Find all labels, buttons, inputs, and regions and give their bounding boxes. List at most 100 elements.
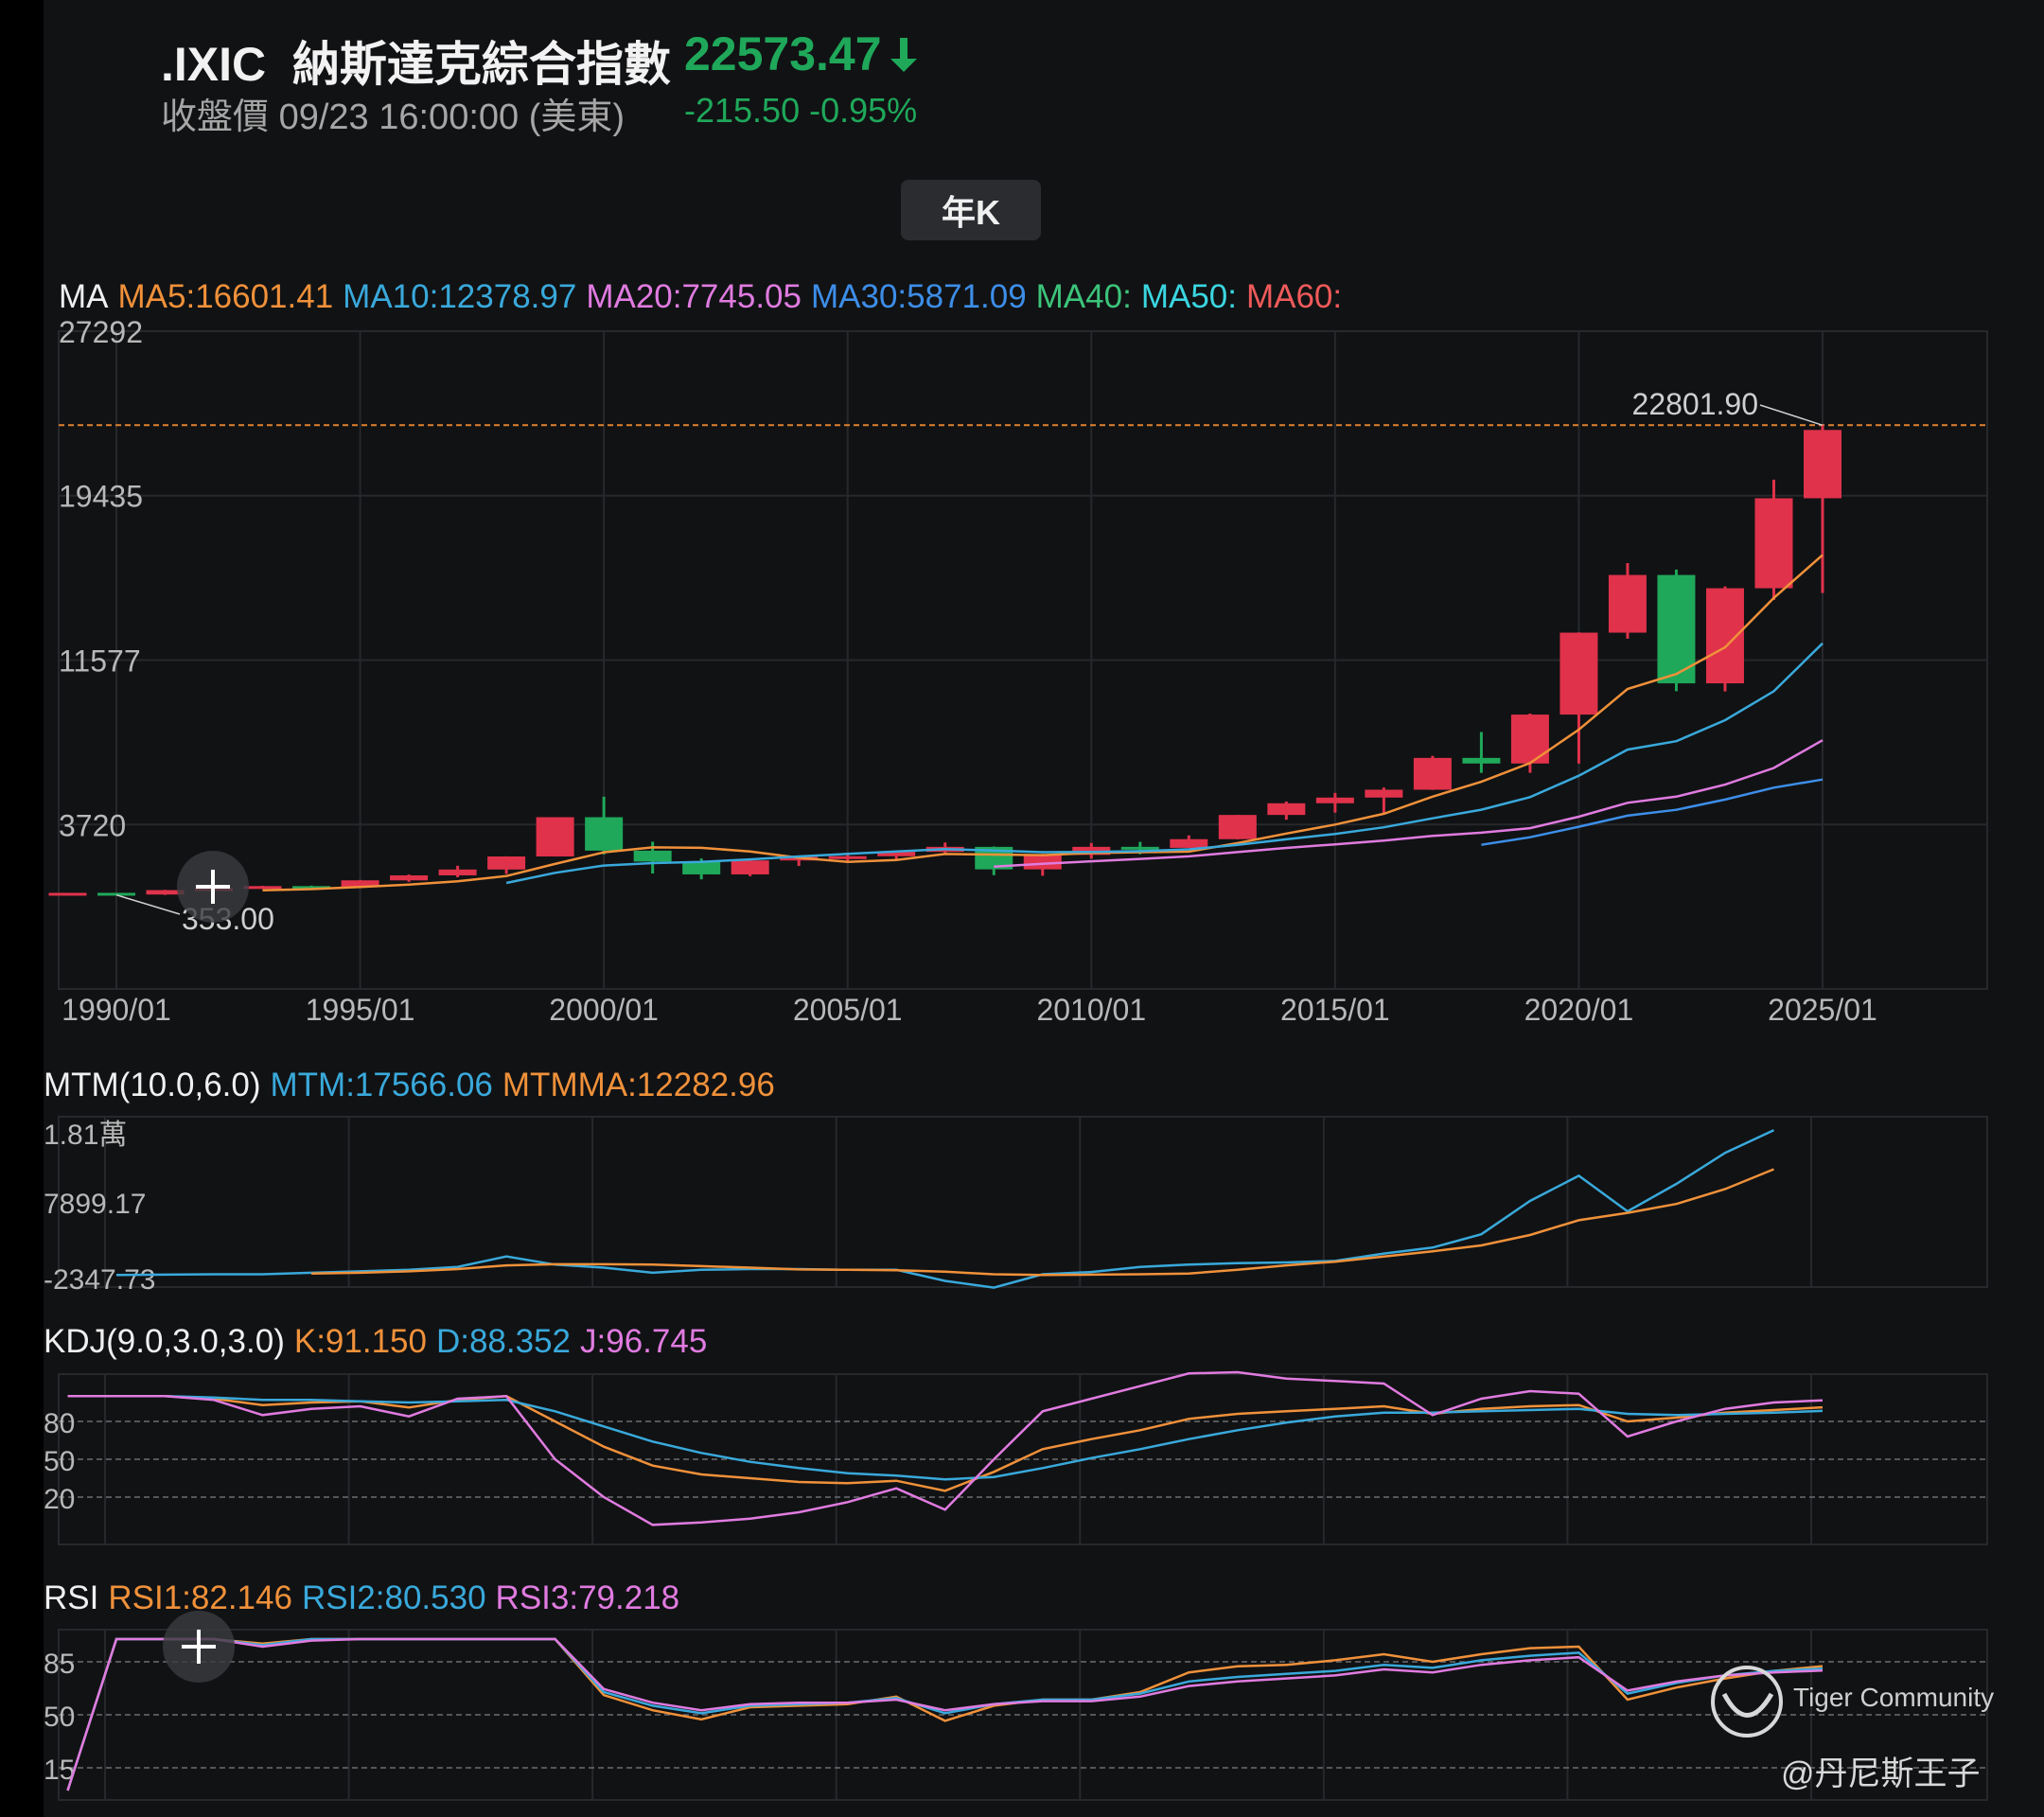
candle-body xyxy=(585,817,624,851)
kdj-legend-title: KDJ(9.0,3.0,3.0) xyxy=(44,1323,285,1360)
close-time: 收盤價 09/23 16:00:00 (美東) xyxy=(161,87,625,139)
watermark-brand: Tiger Community xyxy=(1793,1683,1995,1712)
y-tick-label: 11577 xyxy=(59,644,141,679)
x-tick-label: 2000/01 xyxy=(549,993,659,1027)
index-name: 納斯達克綜合指數 xyxy=(291,38,671,91)
candle-body xyxy=(1315,797,1354,803)
tiger-logo-icon-mark xyxy=(1721,1692,1774,1718)
mtm-label: MTM:17566.06 xyxy=(270,1067,493,1103)
ma5-label: MA5:16601.41 xyxy=(117,278,334,315)
crosshair-icon-mark xyxy=(196,870,230,904)
candle-body xyxy=(1023,855,1062,870)
price-change: -215.50 -0.95% xyxy=(684,91,917,131)
x-tick-label: 2010/01 xyxy=(1036,993,1146,1027)
ma30-label: MA30:5871.09 xyxy=(810,278,1027,315)
candle-body xyxy=(48,892,87,896)
candle-body xyxy=(1218,815,1257,839)
candle-body xyxy=(1754,498,1793,589)
candle-body xyxy=(975,846,1013,870)
indicator-y-tick-label: 1.81萬 xyxy=(44,1120,127,1151)
low-marker-leader xyxy=(115,893,181,915)
candle-body xyxy=(487,856,526,870)
high-marker-leader xyxy=(1759,404,1824,427)
rsi3-label: RSI3:79.218 xyxy=(495,1579,680,1616)
candle-body xyxy=(1657,574,1696,684)
ma30-line xyxy=(1481,778,1824,846)
x-tick-label: 1990/01 xyxy=(62,993,171,1027)
ma10-label: MA10:12378.97 xyxy=(343,278,577,315)
candle-body xyxy=(438,869,477,875)
ma10-line xyxy=(505,642,1824,885)
mtm-legend[interactable]: MTM(10.0,6.0) MTM:17566.06 MTMMA:12282.96 xyxy=(44,1067,784,1104)
candle-body xyxy=(1267,803,1306,816)
tiger-logo-icon xyxy=(1711,1666,1783,1738)
y-tick-label: 3720 xyxy=(59,808,126,842)
indicator-line-mtm xyxy=(115,1129,1775,1289)
period-yearly-button[interactable]: 年K xyxy=(901,180,1041,240)
candle-body xyxy=(1365,789,1403,798)
change-percent: -0.95% xyxy=(809,91,918,130)
candle-body xyxy=(292,886,331,890)
x-tick-label: 2005/01 xyxy=(793,993,903,1027)
high-marker-label: 22801.90 xyxy=(1632,387,1758,421)
y-tick-label: 19435 xyxy=(59,480,143,514)
indicator-y-tick-label: 50 xyxy=(44,1702,75,1733)
change-value: -215.50 xyxy=(684,91,801,130)
x-tick-label: 1995/01 xyxy=(306,993,415,1027)
candle-body xyxy=(1413,757,1452,790)
indicator-y-tick-label: -2347.73 xyxy=(44,1264,155,1296)
last-price-value: 22573.47 xyxy=(684,27,882,80)
status-label: 收盤價 xyxy=(161,97,270,137)
candle-body xyxy=(1510,714,1549,764)
indicator-line-rsi3 xyxy=(66,1637,1824,1791)
kdj-k-label: K:91.150 xyxy=(293,1323,427,1360)
rsi-legend-title: RSI xyxy=(44,1579,99,1616)
y-tick-label: 27292 xyxy=(59,315,143,349)
candle-body xyxy=(1608,574,1647,633)
timezone-label: (美東) xyxy=(528,97,626,137)
candle-body xyxy=(1170,838,1208,848)
indicator-line-j xyxy=(67,1370,1824,1526)
x-tick-label: 2015/01 xyxy=(1280,993,1390,1027)
mtm-panel-frame xyxy=(58,1116,1988,1288)
ma40-label: MA40: xyxy=(1035,278,1132,315)
candle-body xyxy=(1120,846,1159,850)
kdj-j-label: J:96.745 xyxy=(580,1323,708,1360)
ma50-label: MA50: xyxy=(1140,278,1237,315)
indicator-line-mtmma xyxy=(311,1168,1774,1277)
candle-body xyxy=(97,892,135,896)
mtm-legend-title: MTM(10.0,6.0) xyxy=(44,1067,261,1103)
watermark-author: @丹尼斯王子 xyxy=(1781,1755,1981,1792)
candle-body xyxy=(1462,757,1501,764)
kdj-legend[interactable]: KDJ(9.0,3.0,3.0) K:91.150 D:88.352 J:96.745 xyxy=(44,1323,716,1361)
index-title: .IXIC 納斯達克綜合指數 xyxy=(161,26,671,95)
x-tick-label: 2025/01 xyxy=(1768,993,1877,1027)
rsi2-label: RSI2:80.530 xyxy=(301,1579,486,1616)
x-tick-label: 2020/01 xyxy=(1524,993,1634,1027)
candle-body xyxy=(1804,430,1841,499)
candle-body xyxy=(243,886,282,890)
indicator-y-tick-label: 80 xyxy=(44,1408,75,1439)
indicator-y-tick-label: 85 xyxy=(44,1649,75,1680)
indicator-line-d xyxy=(67,1395,1824,1481)
candle-body xyxy=(536,817,574,857)
indicator-y-tick-label: 50 xyxy=(44,1446,75,1477)
candle-body xyxy=(828,856,867,859)
ma60-label: MA60: xyxy=(1245,278,1343,315)
candle-body xyxy=(731,860,769,874)
candle-body xyxy=(633,850,672,862)
ma5-line xyxy=(262,554,1824,892)
quote-header: .IXIC 納斯達克綜合指數 22573.47 收盤價 09/23 16:00:… xyxy=(0,0,2044,260)
ma-legend[interactable]: MA MA5:16601.41 MA10:12378.97 MA20:7745.05 M… xyxy=(59,278,1351,316)
mtmma-label: MTMMA:12282.96 xyxy=(502,1067,775,1103)
rsi1-label: RSI1:82.146 xyxy=(108,1579,292,1616)
indicator-y-tick-label: 7899.17 xyxy=(44,1189,146,1220)
left-edge-bar xyxy=(0,0,44,1817)
candle-body xyxy=(146,890,185,895)
candle-body xyxy=(682,861,721,874)
rsi-legend[interactable]: RSI RSI1:82.146 RSI2:80.530 RSI3:79.218 xyxy=(44,1579,689,1617)
crosshair-icon-mark xyxy=(182,1630,216,1664)
datetime-value: 09/23 16:00:00 xyxy=(278,97,520,137)
indicator-y-tick-label: 20 xyxy=(44,1484,75,1515)
